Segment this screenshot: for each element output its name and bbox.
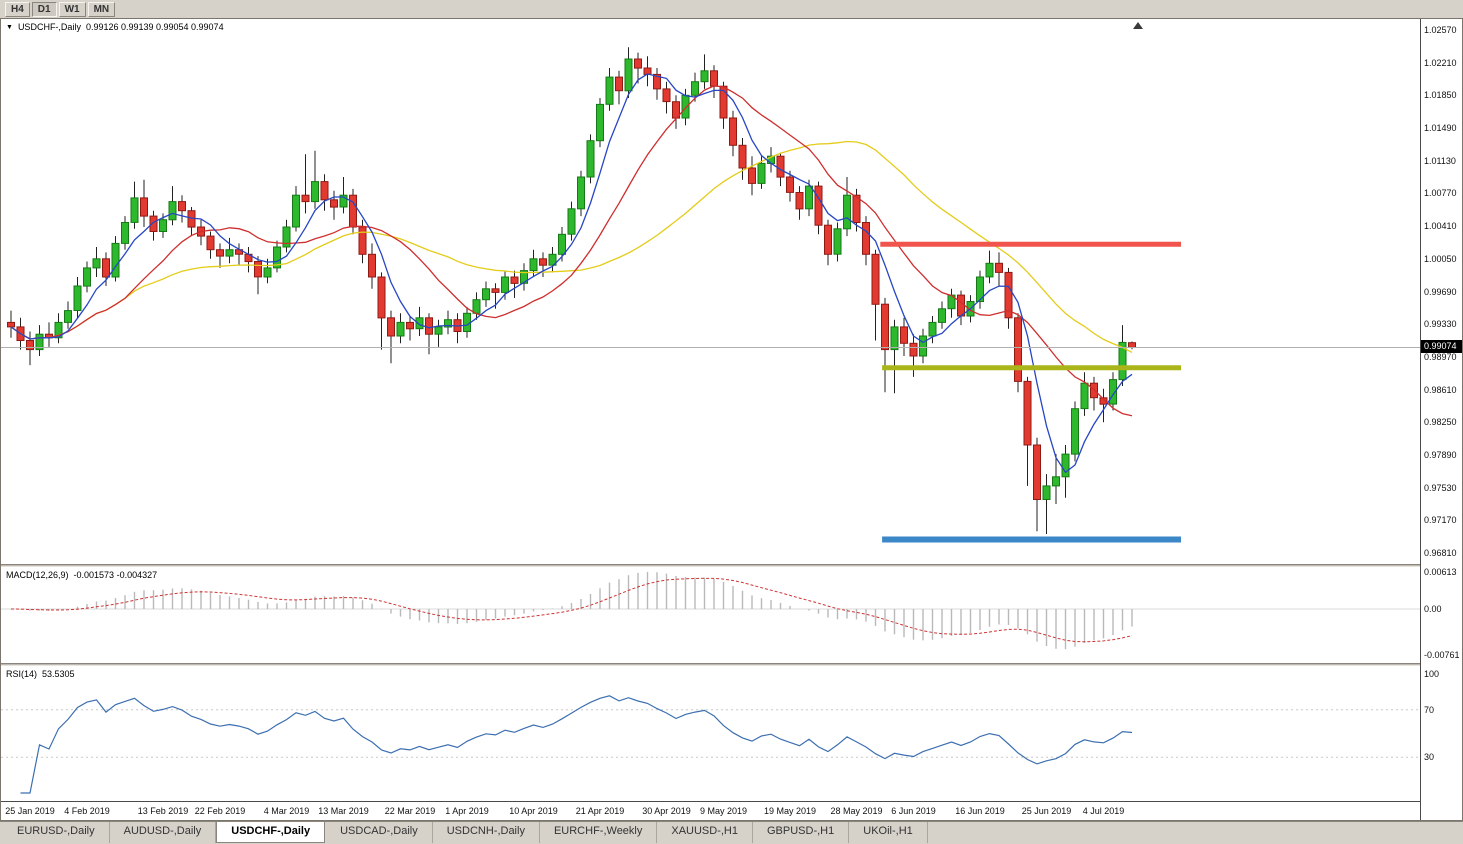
chart-tab-gbpusd-h1[interactable]: GBPUSD-,H1	[753, 822, 850, 843]
date-label: 4 Mar 2019	[263, 806, 310, 816]
date-label: 9 May 2019	[699, 806, 748, 816]
period-button-d1[interactable]: D1	[31, 1, 57, 17]
price-tick: 1.01130	[1424, 155, 1456, 166]
price-tick: 1.01850	[1424, 90, 1457, 101]
date-label: 30 Apr 2019	[642, 806, 691, 816]
current-price-tag: 0.99074	[1421, 340, 1462, 353]
ma-fast-blue	[10, 73, 1133, 474]
chart-tab-usdcnh-daily[interactable]: USDCNH-,Daily	[433, 822, 540, 843]
date-label: 25 Jan 2019	[5, 806, 55, 816]
chart-tab-usdcad-daily[interactable]: USDCAD-,Daily	[326, 822, 433, 843]
date-label: 6 Jun 2019	[891, 806, 936, 816]
chart-tab-eurusd-daily[interactable]: EURUSD-,Daily	[3, 822, 110, 843]
price-tick: 1.02210	[1424, 57, 1457, 68]
rsi-line	[20, 695, 1133, 794]
macd-tick: -0.00761	[1424, 649, 1460, 660]
date-label: 4 Feb 2019	[64, 806, 110, 816]
period-button-mn[interactable]: MN	[87, 1, 116, 17]
date-label: 21 Apr 2019	[575, 806, 625, 816]
chart-window: ▼ USDCHF-,Daily 0.99126 0.99139 0.99054 …	[0, 18, 1463, 821]
price-tick: 0.97890	[1424, 450, 1457, 460]
symbol-dropdown-icon[interactable]: ▼	[6, 23, 13, 31]
macd-chart[interactable]	[1, 567, 1420, 663]
main-chart-panel[interactable]: ▼ USDCHF-,Daily 0.99126 0.99139 0.99054 …	[1, 19, 1420, 564]
period-button-h4[interactable]: H4	[5, 1, 30, 17]
candlestick-chart[interactable]	[1, 19, 1420, 564]
date-axis[interactable]: 25 Jan 2019 4 Feb 2019 13 Feb 2019 22 Feb 2…	[1, 801, 1420, 820]
price-tick: 0.98610	[1424, 384, 1457, 395]
price-tick: 1.02570	[1424, 24, 1457, 35]
chart-plots: ▼ USDCHF-,Daily 0.99126 0.99139 0.99054 …	[1, 19, 1421, 820]
price-tick: 1.00410	[1424, 221, 1457, 232]
chart-shift-marker-icon[interactable]	[1133, 22, 1143, 29]
rsi-tick: 70	[1424, 704, 1435, 715]
date-label: 10 Apr 2019	[509, 806, 558, 816]
price-axis[interactable]: 1.02570 1.02210 1.01850 1.01490 1.01130 1.007…	[1421, 19, 1462, 820]
date-label: 13 Mar 2019	[318, 806, 369, 816]
macd-tick: 0.00613	[1424, 566, 1457, 577]
price-tick: 0.96810	[1424, 548, 1457, 559]
date-label: 22 Mar 2019	[384, 806, 436, 816]
date-label: 16 Jun 2019	[955, 806, 1005, 816]
date-label: 4 Jul 2019	[1082, 806, 1125, 816]
candles	[7, 47, 1136, 534]
date-label: 19 May 2019	[763, 806, 817, 816]
rsi-chart[interactable]	[1, 666, 1420, 801]
chart-tab-xauusd-h1[interactable]: XAUUSD-,H1	[657, 822, 753, 843]
price-tick: 1.01490	[1424, 123, 1457, 133]
price-tick: 0.97170	[1424, 515, 1457, 526]
date-label: 22 Feb 2019	[194, 806, 246, 816]
panel-splitter-1[interactable]	[1, 564, 1420, 567]
chart-tabbar: EURUSD-,Daily AUDUSD-,Daily USDCHF-,Daily U…	[0, 821, 1463, 843]
ma-slow-yellow	[10, 140, 1133, 353]
rsi-tick: 30	[1424, 752, 1435, 763]
chart-tab-ukoil-h1[interactable]: UKOil-,H1	[849, 822, 928, 843]
price-tick: 1.00770	[1424, 188, 1457, 199]
price-tick: 0.98970	[1424, 351, 1457, 362]
date-label: 13 Feb 2019	[137, 806, 189, 816]
price-tick: 0.97530	[1424, 482, 1457, 493]
macd-signal-line	[10, 577, 1133, 643]
chart-tab-eurchf-weekly[interactable]: EURCHF-,Weekly	[540, 822, 658, 843]
date-label: 1 Apr 2019	[445, 806, 489, 816]
price-tick: 1.00050	[1424, 253, 1457, 264]
chart-tab-usdchf-daily[interactable]: USDCHF-,Daily	[216, 822, 326, 843]
macd-panel[interactable]: MACD(12,26,9) -0.001573 -0.004327	[1, 567, 1420, 663]
price-tick: 0.99330	[1424, 319, 1457, 330]
ma-mid-red	[10, 85, 1133, 417]
period-button-w1[interactable]: W1	[58, 1, 86, 17]
price-tick: 0.99690	[1424, 286, 1457, 297]
macd-histogram	[19, 571, 1133, 650]
macd-tick: 0.00	[1424, 604, 1442, 614]
date-label: 28 May 2019	[830, 806, 883, 816]
chart-tab-audusd-daily[interactable]: AUDUSD-,Daily	[110, 822, 217, 843]
price-tick: 0.98250	[1424, 417, 1457, 428]
rsi-panel[interactable]: RSI(14) 53.5305	[1, 666, 1420, 801]
timeframe-toolbar: H4 D1 W1 MN	[0, 0, 1463, 18]
panel-splitter-2[interactable]	[1, 663, 1420, 666]
rsi-tick: 100	[1424, 669, 1440, 679]
date-label: 25 Jun 2019	[1021, 806, 1072, 816]
